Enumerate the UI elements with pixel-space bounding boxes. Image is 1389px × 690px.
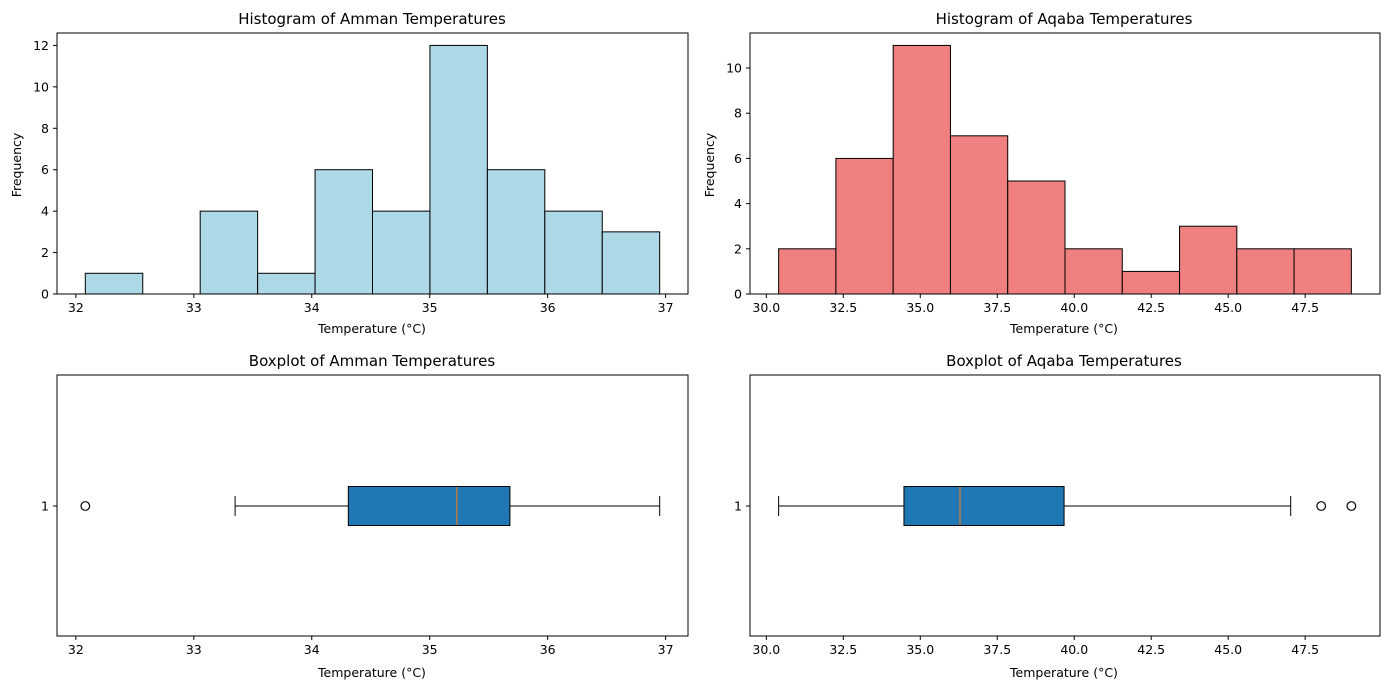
histogram-bar <box>949 135 1009 295</box>
x-tick-label: 37.5 <box>983 300 1011 315</box>
x-tick-label: 34 <box>304 642 320 657</box>
x-tick-label: 45.0 <box>1214 300 1242 315</box>
y-tick-label: 8 <box>41 121 49 136</box>
x-tick-label: 32.5 <box>829 642 857 657</box>
x-tick-label: 45.0 <box>1214 642 1242 657</box>
y-tick-label: 4 <box>41 204 49 219</box>
x-axis-label: Temperature (°C) <box>317 321 426 336</box>
chart-title: Histogram of Amman Temperatures <box>238 10 506 28</box>
x-axis-ticks: 32 33 34 35 36 37 <box>68 636 674 657</box>
x-tick-label: 35.0 <box>906 642 934 657</box>
y-axis-label: Frequency <box>702 132 717 197</box>
y-axis-ticks: 0 2 4 6 8 10 <box>726 61 750 302</box>
x-tick-label: 42.5 <box>1137 300 1165 315</box>
histogram-bar <box>84 272 144 295</box>
y-tick-label: 0 <box>734 287 742 302</box>
histogram-bar <box>314 169 373 295</box>
x-tick-label: 34 <box>304 300 320 315</box>
x-tick-label: 30.0 <box>752 642 780 657</box>
histogram-bar <box>199 210 259 295</box>
x-tick-label: 36 <box>540 642 556 657</box>
x-tick-label: 35.0 <box>906 300 934 315</box>
y-axis-ticks: 0 2 4 6 8 10 12 <box>33 38 57 302</box>
histogram-bar <box>1179 225 1238 295</box>
x-tick-label: 36 <box>540 300 556 315</box>
histogram-bar <box>372 210 431 295</box>
amman-boxplot-panel: Boxplot of Amman Temperatures Temperatur… <box>41 352 689 680</box>
histogram-bar <box>601 231 661 295</box>
chart-title: Boxplot of Amman Temperatures <box>249 352 496 370</box>
aqaba-histogram-panel: Histogram of Aqaba Temperatures Temperat… <box>702 10 1381 336</box>
x-tick-label: 47.5 <box>1291 300 1319 315</box>
y-tick-label: 8 <box>734 106 742 121</box>
boxplot-marks <box>80 486 661 526</box>
histogram-bar <box>544 210 603 295</box>
histogram-bar <box>486 169 546 295</box>
histogram-bar <box>257 272 316 295</box>
y-tick-label: 6 <box>734 151 742 166</box>
chart-title: Boxplot of Aqaba Temperatures <box>946 352 1182 370</box>
y-axis-label: Frequency <box>9 132 24 197</box>
x-tick-label: 35 <box>422 300 438 315</box>
x-axis-ticks: 30.0 32.5 35.0 37.5 40.0 42.5 45.0 47.5 <box>752 636 1319 657</box>
x-tick-label: 37 <box>658 642 674 657</box>
y-tick-label: 10 <box>33 79 49 94</box>
x-tick-label: 42.5 <box>1137 642 1165 657</box>
outlier-point <box>1316 501 1327 511</box>
histogram-bars <box>778 44 1352 295</box>
plot-frame <box>749 32 1381 295</box>
x-axis-label: Temperature (°C) <box>1009 665 1118 680</box>
x-axis-label: Temperature (°C) <box>1009 321 1118 336</box>
histogram-bar <box>1007 180 1066 295</box>
y-tick-label: 10 <box>726 61 742 76</box>
x-axis-ticks: 32 33 34 35 36 37 <box>68 294 674 315</box>
x-axis-label: Temperature (°C) <box>317 665 426 680</box>
x-tick-label: 32 <box>68 300 84 315</box>
y-axis-ticks: 1 <box>41 499 57 514</box>
iqr-box <box>347 486 511 526</box>
y-tick-label: 6 <box>41 162 49 177</box>
plot-frame <box>749 374 1381 637</box>
boxplot-marks <box>778 486 1357 526</box>
x-tick-label: 35 <box>422 642 438 657</box>
chart-title: Histogram of Aqaba Temperatures <box>936 10 1193 28</box>
y-axis-ticks: 1 <box>734 499 750 514</box>
y-tick-label: 4 <box>734 196 742 211</box>
histogram-bar <box>778 248 837 295</box>
histogram-bar <box>892 44 951 295</box>
histogram-bar <box>1293 248 1352 295</box>
x-tick-label: 40.0 <box>1060 300 1088 315</box>
y-tick-label: 1 <box>41 499 49 514</box>
x-tick-label: 37 <box>658 300 674 315</box>
histogram-bar <box>1064 248 1123 295</box>
histogram-bar <box>1121 270 1181 295</box>
x-tick-label: 37.5 <box>983 642 1011 657</box>
histogram-bar <box>429 44 488 295</box>
histogram-bar <box>1236 248 1295 295</box>
y-tick-label: 1 <box>734 499 742 514</box>
outlier-point <box>1346 501 1357 511</box>
x-tick-label: 40.0 <box>1060 642 1088 657</box>
x-tick-label: 47.5 <box>1291 642 1319 657</box>
histogram-bar <box>835 157 894 295</box>
y-tick-label: 0 <box>41 287 49 302</box>
y-tick-label: 12 <box>33 38 49 53</box>
y-tick-label: 2 <box>734 241 742 256</box>
y-tick-label: 2 <box>41 245 49 260</box>
x-tick-label: 33 <box>186 300 202 315</box>
iqr-box <box>903 486 1065 526</box>
outlier-point <box>80 501 91 511</box>
x-tick-label: 33 <box>186 642 202 657</box>
aqaba-boxplot-panel: Boxplot of Aqaba Temperatures Temperatur… <box>734 352 1381 680</box>
x-tick-label: 32.5 <box>829 300 857 315</box>
plot-frame <box>56 32 689 295</box>
plot-frame <box>56 374 689 637</box>
x-axis-ticks: 30.0 32.5 35.0 37.5 40.0 42.5 45.0 47.5 <box>752 294 1319 315</box>
histogram-bars <box>84 44 661 295</box>
x-tick-label: 30.0 <box>752 300 780 315</box>
amman-histogram-panel: Histogram of Amman Temperatures Temperat… <box>9 10 689 336</box>
x-tick-label: 32 <box>68 642 84 657</box>
